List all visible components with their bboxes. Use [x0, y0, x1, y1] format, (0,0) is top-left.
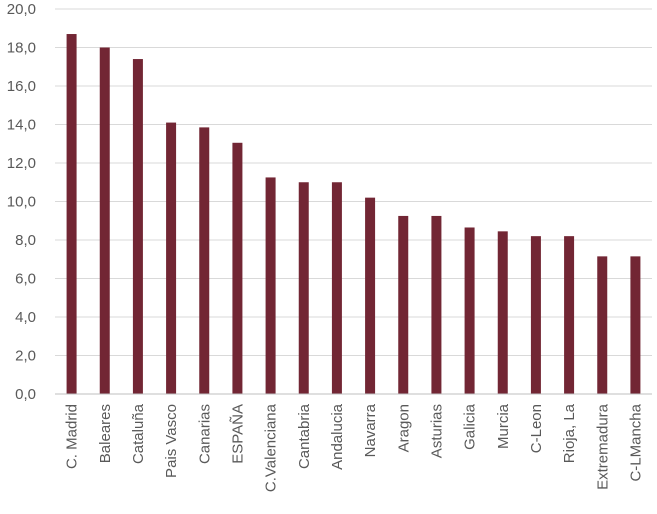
x-tick-label: C-Leon [528, 404, 545, 453]
bar [331, 182, 342, 394]
bar [232, 142, 243, 394]
x-tick-label: C-LMancha [627, 403, 644, 481]
y-tick-label: 2,0 [15, 348, 36, 365]
y-axis: 0,0 2,0 4,0 6,0 8,0 10,0 12,0 14,0 16,0 18,0 20,0 [7, 1, 36, 403]
x-tick-label: Rioja, La [561, 403, 578, 463]
x-tick-label: Extremadura [594, 403, 611, 490]
x-tick-label: Navarra [362, 403, 379, 457]
y-tick-label: 18,0 [7, 40, 36, 57]
bar [497, 231, 508, 394]
y-tick-label: 4,0 [15, 309, 36, 326]
x-tick-label: Canarias [196, 404, 213, 464]
x-tick-label: Cataluña [130, 403, 147, 464]
bar [398, 215, 409, 394]
x-tick-label: Asturias [428, 404, 445, 458]
bar [166, 122, 177, 394]
bar [99, 47, 110, 394]
y-tick-label: 20,0 [7, 1, 36, 18]
y-tick-label: 6,0 [15, 271, 36, 288]
bar [630, 256, 641, 394]
bar [298, 182, 309, 394]
x-tick-label: Murcia [495, 403, 512, 449]
bar [132, 59, 143, 395]
x-tick-label: Baleares [97, 404, 114, 463]
bar [431, 215, 442, 394]
bars [66, 34, 641, 395]
x-tick-label: Galicia [462, 403, 479, 450]
x-tick-label: C.Valenciana [263, 403, 280, 492]
y-tick-label: 14,0 [7, 117, 36, 134]
bar [365, 197, 376, 394]
x-axis: C. Madrid Baleares Cataluña Pais Vasco Canar… [64, 403, 645, 492]
x-tick-label: Andalucia [329, 403, 346, 470]
y-tick-label: 16,0 [7, 78, 36, 95]
bar [66, 34, 77, 395]
x-tick-label: Cantabria [296, 403, 313, 469]
x-tick-label: Aragon [395, 404, 412, 452]
y-tick-label: 12,0 [7, 155, 36, 172]
bar [530, 236, 541, 394]
bar [199, 127, 210, 394]
bar [597, 256, 608, 394]
y-tick-label: 10,0 [7, 194, 36, 211]
bar [265, 177, 276, 394]
x-tick-label: Pais Vasco [163, 404, 180, 478]
gridlines [55, 8, 652, 356]
bar [564, 236, 575, 394]
y-tick-label: 8,0 [15, 232, 36, 249]
x-tick-label: C. Madrid [64, 404, 81, 469]
y-tick-label: 0,0 [15, 386, 36, 403]
x-tick-label: ESPAÑA [229, 404, 246, 464]
bar [464, 227, 475, 394]
